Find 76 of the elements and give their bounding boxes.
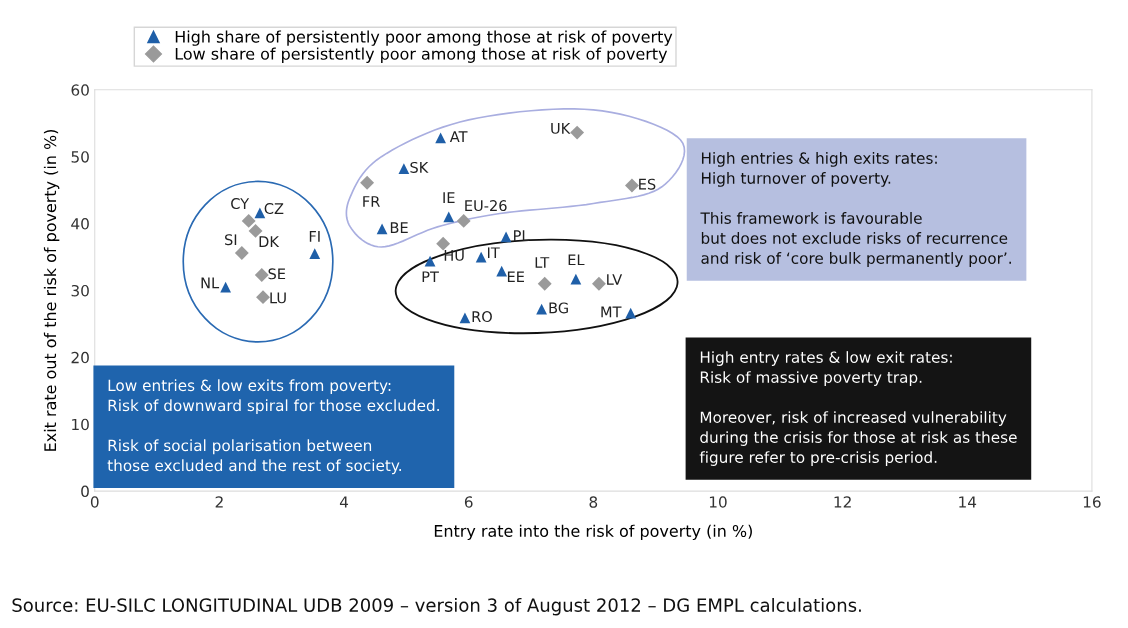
text: Low entries & low exits from poverty: Risk of downward spiral for those excluded. Risk of social polarisation between those excluded and the rest of society. — [107, 379, 439, 475]
text: High entries & high exits rates: High turnover of poverty. This framework is favourable but does not exclude risks of recurrence and risk of ‘core bulk permanently poor’. — [700, 152, 1011, 267]
annotation: SE — [268, 268, 286, 280]
annotation: IT — [487, 247, 500, 259]
y-tick-label: 0 — [81, 485, 89, 498]
annotation: PT — [422, 271, 439, 283]
annotation: HU — [444, 250, 464, 261]
annotation: CY — [231, 198, 250, 210]
annotation: IE — [443, 192, 455, 203]
point — [475, 251, 487, 263]
point — [591, 276, 606, 291]
x-tick-label: 10 — [709, 496, 727, 508]
point — [536, 303, 547, 315]
y-tick-label: 30 — [71, 284, 89, 297]
legend-label: High share of persistently poor among those at risk of poverty — [175, 30, 673, 46]
annotation: PL — [514, 230, 530, 241]
point — [360, 175, 375, 190]
point — [625, 178, 639, 193]
point — [376, 223, 388, 235]
annotation: LV — [607, 274, 623, 285]
point — [254, 268, 269, 283]
annotation: SI — [225, 234, 237, 246]
point — [241, 213, 256, 228]
point — [537, 276, 552, 291]
point — [459, 312, 471, 324]
text: High entry rates & low exit rates: Risk of massive poverty trap. Moreover, risk of increased vulnerability during the crisis for those at risk as these figure refer to pre-crisis period. — [699, 351, 1017, 466]
annotation: LT — [535, 257, 550, 268]
source-note: Source: EU-SILC LONGITUDINAL UDB 2009 – version 3 of August 2012 – DG EMPL calculations. — [12, 597, 861, 616]
annotation: FR — [363, 196, 380, 207]
annotation: MT — [601, 306, 622, 318]
point — [456, 213, 471, 228]
annotation: CZ — [264, 203, 284, 215]
x-tick-label: 12 — [834, 496, 851, 508]
x-tick-label: 0 — [90, 496, 99, 508]
point — [436, 236, 451, 251]
x-tick-label: 14 — [959, 496, 977, 508]
point — [570, 125, 585, 140]
y-tick-label: 40 — [71, 218, 89, 230]
y-tick-label: 60 — [71, 84, 89, 96]
annotation: SK — [410, 161, 429, 173]
annotation: EL — [568, 254, 585, 266]
point — [234, 246, 249, 260]
annotation: DK — [259, 236, 280, 247]
annotation: BE — [390, 222, 408, 233]
annotation: UK — [551, 123, 571, 134]
annotation: RO — [472, 311, 492, 323]
annotation: NL — [201, 277, 220, 289]
legend-label: Low share of persistently poor among those at risk of poverty — [175, 47, 668, 63]
annotation: BG — [549, 302, 568, 314]
x-tick-label: 4 — [339, 496, 349, 508]
point — [256, 290, 270, 305]
annotation: FI — [309, 231, 320, 242]
annotation: EU-26 — [465, 200, 507, 212]
x-tick-label: 8 — [589, 496, 598, 508]
point — [625, 307, 637, 319]
point — [398, 163, 410, 175]
x-tick-label: 2 — [215, 496, 223, 508]
x-tick-label: 6 — [464, 496, 473, 508]
y-tick-label: 50 — [71, 151, 89, 163]
point — [254, 207, 266, 219]
annotation: EE — [507, 271, 524, 283]
point — [500, 231, 512, 243]
x-axis-title: Entry rate into the risk of poverty (in %) — [434, 524, 752, 541]
point — [496, 265, 508, 277]
point — [248, 223, 263, 238]
y-tick-label: 10 — [72, 418, 89, 431]
point — [309, 248, 321, 260]
annotation: AT — [449, 131, 468, 142]
y-tick-label: 20 — [71, 351, 89, 364]
point — [435, 132, 447, 144]
y-axis-title: Exit rate out of the risk of poverty (in %) — [43, 129, 60, 451]
annotation: ES — [639, 178, 656, 190]
annotation: LU — [270, 292, 286, 304]
point — [570, 273, 582, 285]
point — [443, 211, 455, 223]
x-tick-label: 16 — [1083, 496, 1101, 508]
